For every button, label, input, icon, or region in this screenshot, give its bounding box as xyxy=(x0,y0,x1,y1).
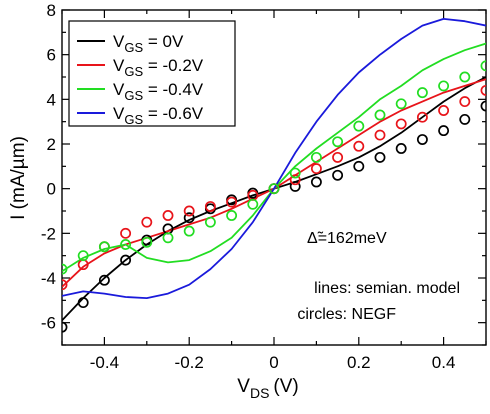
y-tick-label: -4 xyxy=(41,269,56,288)
circles-note: circles: NEGF xyxy=(297,306,396,323)
x-axis-label-main: V xyxy=(237,376,250,397)
series-point-0 xyxy=(438,125,450,137)
tick-labels: -0.4 -0.2 0 0.2 0.4 -6 -4 -2 0 2 4 6 8 xyxy=(41,1,456,372)
series-point-0 xyxy=(480,100,486,112)
lines-note: lines: semian. model xyxy=(314,280,460,297)
series-point-2 xyxy=(395,98,407,110)
series-point-2 xyxy=(120,239,132,250)
series-point-2 xyxy=(62,263,68,275)
series-point-0 xyxy=(77,297,89,309)
series-point-2 xyxy=(77,250,89,262)
series-point-2 xyxy=(353,120,365,132)
series-point-1 xyxy=(226,196,238,208)
series-point-2 xyxy=(459,71,471,83)
series-point-0 xyxy=(374,151,386,163)
series-point-0 xyxy=(459,113,471,125)
series-point-1 xyxy=(62,279,68,291)
delta-annotation: Δ̃=162meV xyxy=(307,230,387,247)
axis-ticks xyxy=(61,9,487,346)
series-point-2 xyxy=(374,109,386,121)
series-point-1 xyxy=(310,163,322,175)
series-point-1 xyxy=(183,205,195,217)
legend-label-3: VGS = -0.6V xyxy=(113,104,204,127)
series-circles xyxy=(62,60,486,333)
series-point-1 xyxy=(204,201,216,212)
y-tick-label: 2 xyxy=(47,135,56,154)
delta-value: =162meV xyxy=(318,230,387,247)
series-point-1 xyxy=(459,96,471,108)
y-tick-label: 0 xyxy=(47,180,56,199)
series-point-2 xyxy=(98,241,110,253)
series-point-2 xyxy=(416,87,428,99)
series-lines xyxy=(62,18,486,322)
series-point-1 xyxy=(395,118,407,130)
legend-label-1: VGS = -0.2V xyxy=(113,56,204,79)
series-point-1 xyxy=(480,84,486,96)
x-tick-label: 0.2 xyxy=(347,353,371,372)
series-point-1 xyxy=(438,105,450,116)
x-tick-label: 0 xyxy=(269,353,278,372)
x-axis-label-unit: (V) xyxy=(273,376,298,397)
series-point-2 xyxy=(247,198,259,210)
series-point-2 xyxy=(438,80,450,92)
y-tick-label: 4 xyxy=(47,90,56,109)
x-tick-label: 0.4 xyxy=(432,353,456,372)
series-point-1 xyxy=(120,227,132,239)
series-point-0 xyxy=(416,134,428,145)
series-point-2 xyxy=(162,232,174,244)
series-point-2 xyxy=(226,210,238,221)
series-point-2 xyxy=(332,136,344,148)
series-point-2 xyxy=(268,183,280,195)
series-point-1 xyxy=(353,140,365,152)
series-point-1 xyxy=(289,174,301,186)
series-point-0 xyxy=(120,254,132,266)
y-tick-label: -2 xyxy=(41,224,56,243)
x-tick-label: -0.2 xyxy=(175,353,204,372)
legend-label-0: VGS = 0V xyxy=(113,32,184,55)
series-point-0 xyxy=(353,160,365,172)
series-point-2 xyxy=(183,225,195,237)
x-axis-label: VDS (V) xyxy=(237,376,298,401)
y-tick-label: 6 xyxy=(47,46,56,65)
series-point-1 xyxy=(332,151,344,163)
y-tick-label: 8 xyxy=(47,1,56,20)
legend-label-2: VGS = -0.4V xyxy=(113,80,204,103)
y-axis-label: I (mA/µm) xyxy=(8,136,29,220)
series-line-3 xyxy=(62,18,486,299)
x-axis-label-sub: DS xyxy=(250,385,269,401)
series-point-1 xyxy=(141,216,153,228)
series-point-1 xyxy=(162,210,174,221)
series-point-0 xyxy=(62,321,68,333)
series-point-0 xyxy=(395,143,407,154)
series-point-0 xyxy=(289,180,301,192)
series-point-2 xyxy=(204,216,216,228)
series-point-0 xyxy=(98,274,110,286)
series-point-2 xyxy=(141,236,153,248)
series-point-0 xyxy=(310,176,322,188)
x-tick-label: -0.4 xyxy=(90,353,119,372)
series-point-2 xyxy=(310,151,322,163)
series-point-0 xyxy=(332,169,344,181)
series-point-1 xyxy=(374,129,386,141)
y-tick-label: -6 xyxy=(41,314,56,333)
series-point-1 xyxy=(416,111,428,123)
series-point-2 xyxy=(289,167,301,179)
series-point-0 xyxy=(183,212,195,224)
legend-box xyxy=(68,20,236,127)
series-point-2 xyxy=(480,60,486,72)
